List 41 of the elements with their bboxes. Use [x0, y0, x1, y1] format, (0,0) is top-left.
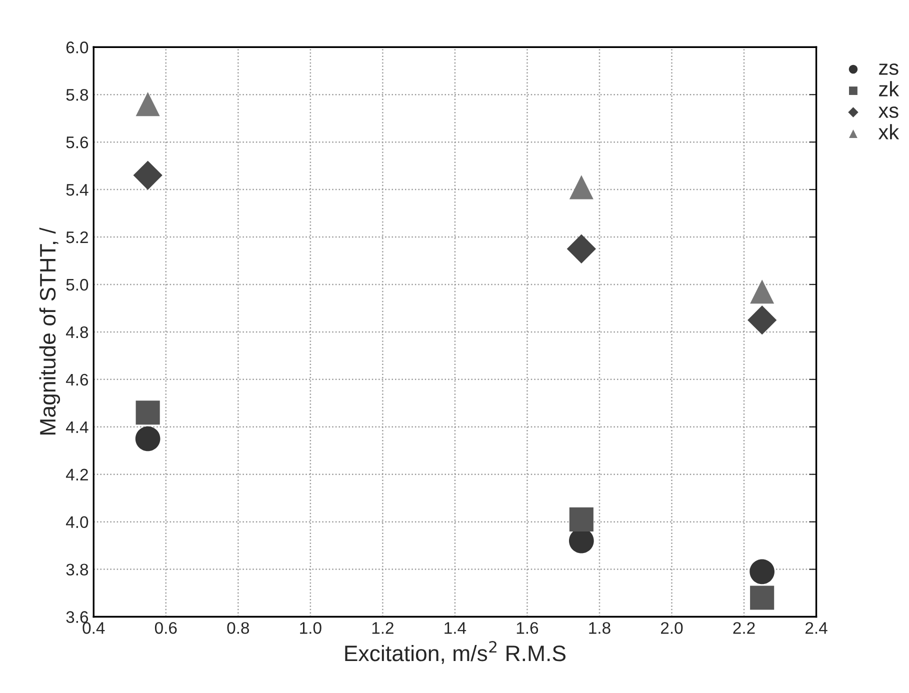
y-tick-label: 5.2 — [66, 231, 88, 244]
y-tick-label: 4.0 — [66, 516, 88, 528]
point — [750, 280, 774, 304]
x-tick-label: 1.4 — [444, 622, 466, 634]
point — [750, 559, 775, 584]
y-tick-label: 5.0 — [66, 278, 88, 291]
x-tick-label: 1.2 — [372, 622, 394, 634]
y-tick-label: 3.8 — [66, 564, 88, 576]
x-tick-label: 0.6 — [154, 622, 177, 634]
legend-label: zs — [879, 64, 898, 75]
x-tick-label: 0.8 — [227, 622, 250, 634]
x-axis-title: Excitation, m/s$^{2}$ R.M.S — [345, 641, 566, 664]
y-tick-label: 5.6 — [66, 136, 88, 148]
legend-label: zk — [879, 81, 900, 96]
x-tick-label: 2.0 — [661, 622, 683, 634]
legend-label: xs — [878, 106, 898, 118]
y-tick-label: 5.8 — [66, 88, 88, 101]
point — [136, 92, 160, 116]
y-tick-label: 3.6 — [66, 611, 88, 623]
x-tick-label: 1.6 — [516, 622, 538, 634]
point — [566, 234, 596, 264]
y-tick-label: 4.6 — [66, 374, 88, 386]
x-tick-label: 2.2 — [733, 622, 755, 634]
point — [750, 586, 774, 610]
point — [133, 160, 162, 190]
x-tick-label: 1.8 — [589, 622, 610, 634]
point — [569, 175, 594, 200]
legend-label: xk — [878, 124, 900, 140]
point — [569, 507, 594, 532]
x-tick-label: 1.0 — [300, 622, 322, 634]
y-tick-label: 5.4 — [66, 184, 88, 196]
point — [135, 426, 160, 452]
y-tick-label: 4.4 — [66, 421, 88, 433]
x-tick-label: 0.4 — [82, 622, 105, 634]
point — [136, 400, 160, 425]
y-axis-title: Magnitude of STHT, / — [39, 228, 60, 434]
y-tick-label: 6.0 — [66, 42, 88, 54]
x-tick-label: 2.4 — [806, 622, 828, 634]
y-tick-label: 4.8 — [66, 326, 88, 338]
y-tick-label: 4.2 — [66, 468, 88, 480]
point — [748, 306, 777, 335]
